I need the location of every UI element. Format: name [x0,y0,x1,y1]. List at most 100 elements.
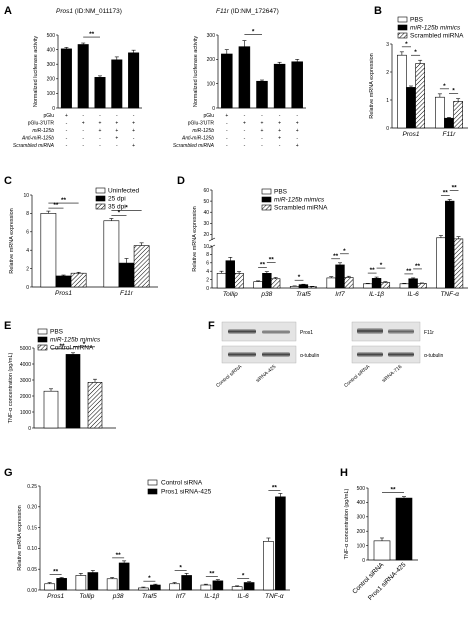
panel-e-bar-1 [65,354,81,429]
panel-d-legend-swatch-1 [261,196,272,203]
panel-a-right-bar-1 [238,46,251,109]
panel-e-y-tick-label-2: 2000 [20,394,31,400]
panel-a-left-table-sign-3-3: + [115,136,118,142]
panel-a-left-table-sign-3-0: - [66,136,68,142]
panel-d-bar-1-0 [253,281,263,289]
panel-a-right-table-row-label-2: miR-125b [192,128,214,134]
panel-a-left-y-tick-label-4: 400 [47,47,56,53]
panel-c-bar-0-1 [55,275,72,288]
panel-c-bar-0-2 [70,272,87,288]
panel-b-legend-swatch-1 [397,24,408,31]
panel-d-bar-2-1 [298,284,309,289]
panel-a-right-y-tick-label-1: 100 [207,81,216,87]
panel-g-sig-0-label: ** [53,569,59,576]
panel-b-legend-entry-1: miR-125b mimics [410,25,461,32]
panel-g-y-axis-label: Relative mRNA expression [17,505,23,570]
panel-a-left-title: Pros1 (ID:NM_011173) [56,8,122,15]
panel-g-bar-4-0 [169,583,180,591]
panel-g-bar-5-0 [200,584,212,591]
panel-a-left-table-sign-0-1: - [82,113,84,119]
panel-d-bar-5-1 [408,278,418,289]
panel-g-y-tick-label-1: 0.05 [27,567,37,573]
blot-band-f11r-control [357,328,383,334]
panel-g-bar-7-1 [275,496,286,591]
panel-a-left-table-row-label-0: pGlu [43,113,54,119]
panel-e-legend-swatch-1 [37,336,48,343]
panel-d-axis-break-2 [208,244,216,249]
panel-g-sig-7-label: ** [272,484,278,491]
panel-a-right-table-sign-1-0: - [226,121,228,127]
panel-a-right-table-sign-2-3: + [278,128,281,134]
panel-a-right-table-sign-2-2: + [261,128,264,134]
panel-d-sig-2-label: * [298,274,301,281]
panel-a-left-bar-0 [60,48,72,109]
panel-d-y-axis-label: Relative mRNA expression [192,206,198,271]
panel-c-y-tick-label-4: 8 [26,211,29,217]
panel-d-bar-0-0 [216,272,227,289]
panel-d-bar-3-1 [335,264,345,289]
panel-g-bar-7-0 [263,541,274,591]
panel-a-right-table-sign-1-1: + [243,121,246,127]
panel-b-legend-swatch-0 [397,16,408,23]
panel-g-bar-2-1 [118,562,130,591]
panel-b-legend-entry-2: Scrambled miRNA [410,33,464,40]
panel-a-right-table-row-label-4: Scrambled miRNA [173,143,215,149]
panel-b-x-label-0: Pros1 [403,131,420,138]
panel-g-y-tick-label-4: 0.20 [27,505,37,511]
panel-a-left-table-row-label-3: Anti-miR-125b [21,136,54,142]
panel-g-x-label-6: IL-6 [238,593,250,600]
panel-d-y-tick-label-10: 60 [203,188,209,194]
panel-d-legend-entry-0: PBS [274,189,288,196]
panel-label-c: C [4,175,12,187]
panel-b-bar-1-0 [435,96,445,129]
panel-a-right-y-tick-label-0: 0 [212,106,215,112]
panel-g-x-label-0: Pros1 [47,593,64,600]
panel-h-y-tick-label-0: 0 [362,558,365,564]
panel-a-right-table-sign-3-0: - [226,136,228,142]
panel-b-y-axis-label: Relative mRNA expression [369,53,375,118]
panel-d-bar-1-2 [270,278,281,289]
panel-h-y-tick-label-2: 200 [357,529,366,535]
panel-g-x-label-1: Tollip [79,593,94,600]
panel-b-x-label-1: F11r [443,131,457,138]
panel-d-x-label-5: IL-6 [408,291,420,298]
panel-a-left-y-tick-label-0: 0 [52,106,55,112]
panel-d-y-tick-label-4: 8 [206,252,209,258]
panel-c-x-label-0: Pros1 [55,290,72,297]
blot-label-f11r: F11r [424,330,434,336]
panel-label-a: A [4,5,12,17]
panel-c-sig-2-label: * [118,209,121,216]
panel-c-y-tick-label-1: 2 [26,266,29,272]
panel-b-bar-1-2 [453,101,463,129]
panel-label-d: D [177,175,185,187]
panel-d-bar-4-0 [363,283,373,289]
blot-band-f11r-sirna [388,329,414,334]
blot-band-tubulin-4 [388,352,414,357]
panel-g-bar-4-1 [181,575,192,591]
panel-a-left-table-sign-0-3: - [116,113,118,119]
panel-a-right-table-sign-1-4: + [296,121,299,127]
panel-c-sig-1-label: ** [61,197,67,204]
panel-b-legend-swatch-2 [397,32,408,39]
panel-g-sig-2-label: ** [116,552,122,559]
panel-e-legend-swatch-0 [37,328,48,335]
panel-a-right-table-sign-2-1: - [244,128,246,134]
panel-d-y-tick-label-5: 10 [203,244,209,250]
panel-c-x-label-1: F11r [120,290,134,297]
panel-g-legend-swatch-0 [147,479,158,486]
panel-g-sig-3-label: * [148,575,151,582]
panel-e-y-tick-label-3: 3000 [20,378,31,384]
panel-d-bar-6-0 [436,237,446,289]
panel-a-right-table-sign-0-0: + [225,113,228,119]
panel-a-left-table-sign-1-2: + [99,121,102,127]
blot-band-pros1-control [228,329,256,334]
panel-a-right-table-sign-0-2: - [261,113,263,119]
blot-band-tubulin-1 [228,352,256,357]
panel-g-x-label-3: Traf5 [142,593,157,600]
panel-b-bar-0-1 [406,87,416,129]
panel-d-sig-1-label: ** [269,257,275,264]
panel-c-y-tick-label-5: 10 [23,193,29,199]
panel-a-left-table-sign-4-1: - [82,143,84,149]
panel-a-left-table-sign-4-3: - [116,143,118,149]
